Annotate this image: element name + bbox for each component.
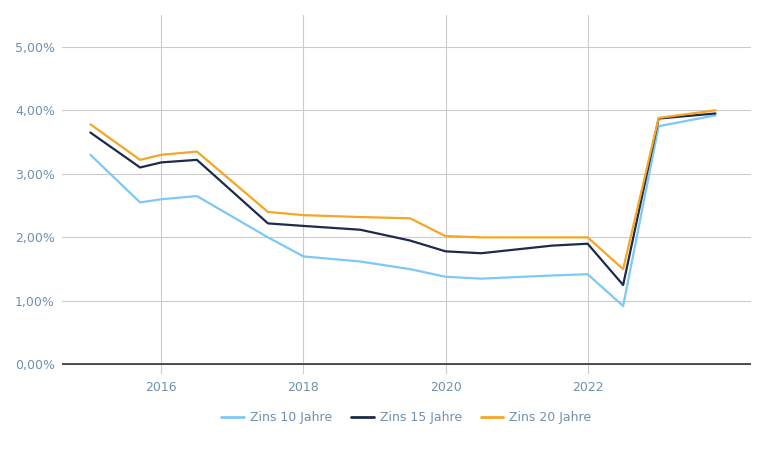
Zins 10 Jahre <box>136 200 145 205</box>
Zins 15 Jahre <box>299 223 308 229</box>
Zins 15 Jahre <box>157 159 166 165</box>
Zins 20 Jahre <box>654 115 663 121</box>
Zins 20 Jahre <box>618 266 627 272</box>
Zins 15 Jahre <box>192 157 201 163</box>
Zins 15 Jahre <box>405 238 414 244</box>
Zins 20 Jahre <box>157 152 166 158</box>
Zins 20 Jahre <box>405 216 414 221</box>
Legend: Zins 10 Jahre, Zins 15 Jahre, Zins 20 Jahre: Zins 10 Jahre, Zins 15 Jahre, Zins 20 Ja… <box>217 406 597 429</box>
Zins 10 Jahre <box>157 196 166 202</box>
Zins 15 Jahre <box>441 248 450 254</box>
Zins 10 Jahre <box>711 113 720 118</box>
Zins 10 Jahre <box>405 266 414 272</box>
Zins 10 Jahre <box>476 276 486 281</box>
Zins 15 Jahre <box>654 116 663 122</box>
Zins 15 Jahre <box>618 282 627 288</box>
Zins 20 Jahre <box>583 235 592 240</box>
Zins 15 Jahre <box>583 241 592 246</box>
Zins 10 Jahre <box>441 274 450 280</box>
Zins 15 Jahre <box>711 111 720 116</box>
Zins 10 Jahre <box>86 152 95 158</box>
Zins 10 Jahre <box>299 254 308 259</box>
Zins 20 Jahre <box>441 233 450 239</box>
Zins 20 Jahre <box>299 212 308 218</box>
Zins 15 Jahre <box>548 243 557 248</box>
Zins 10 Jahre <box>618 303 627 309</box>
Zins 10 Jahre <box>192 193 201 199</box>
Zins 10 Jahre <box>264 235 273 240</box>
Zins 20 Jahre <box>136 157 145 163</box>
Zins 20 Jahre <box>264 209 273 215</box>
Line: Zins 20 Jahre: Zins 20 Jahre <box>90 110 715 269</box>
Zins 15 Jahre <box>86 130 95 135</box>
Zins 10 Jahre <box>583 272 592 277</box>
Zins 15 Jahre <box>355 227 365 233</box>
Zins 10 Jahre <box>548 272 557 278</box>
Zins 20 Jahre <box>355 214 365 220</box>
Zins 20 Jahre <box>711 107 720 113</box>
Zins 20 Jahre <box>476 235 486 240</box>
Zins 10 Jahre <box>355 259 365 264</box>
Zins 15 Jahre <box>476 250 486 256</box>
Zins 15 Jahre <box>264 220 273 226</box>
Zins 20 Jahre <box>86 122 95 127</box>
Zins 10 Jahre <box>654 123 663 129</box>
Zins 20 Jahre <box>548 235 557 240</box>
Zins 15 Jahre <box>136 165 145 170</box>
Line: Zins 15 Jahre: Zins 15 Jahre <box>90 114 715 285</box>
Zins 20 Jahre <box>192 149 201 154</box>
Line: Zins 10 Jahre: Zins 10 Jahre <box>90 115 715 306</box>
